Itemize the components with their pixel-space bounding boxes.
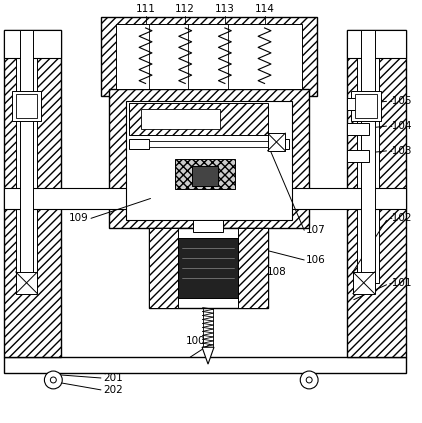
Bar: [193, 220, 223, 232]
Bar: [268, 133, 285, 151]
Text: 109: 109: [69, 213, 89, 223]
Text: -103: -103: [389, 146, 412, 156]
Bar: [347, 150, 369, 162]
Bar: [16, 94, 38, 118]
Bar: [353, 272, 375, 294]
Bar: [347, 98, 369, 110]
Text: 100: 100: [185, 336, 205, 346]
Bar: [347, 123, 369, 135]
Bar: [101, 17, 317, 96]
Text: 111: 111: [135, 4, 155, 14]
Bar: [19, 30, 33, 283]
Text: 107: 107: [306, 225, 326, 235]
Circle shape: [50, 377, 56, 383]
Text: -105: -105: [389, 96, 412, 106]
Bar: [116, 24, 302, 89]
Bar: [355, 94, 376, 118]
Bar: [16, 30, 38, 283]
Text: 113: 113: [215, 4, 235, 14]
Bar: [16, 272, 38, 294]
Bar: [4, 30, 61, 58]
Text: 108: 108: [267, 267, 286, 277]
Circle shape: [44, 371, 62, 389]
Bar: [351, 91, 381, 121]
Bar: [347, 30, 406, 58]
Bar: [357, 30, 379, 283]
Bar: [192, 166, 218, 186]
Polygon shape: [202, 347, 214, 364]
Bar: [126, 102, 292, 220]
Bar: [270, 139, 289, 149]
Text: 106: 106: [306, 255, 326, 265]
Bar: [109, 89, 309, 228]
Bar: [178, 238, 238, 298]
Text: 114: 114: [254, 4, 274, 14]
Bar: [4, 187, 151, 209]
Bar: [149, 228, 178, 308]
Text: -102: -102: [389, 213, 412, 223]
Bar: [12, 91, 41, 121]
Bar: [4, 357, 406, 373]
Bar: [4, 30, 61, 357]
Bar: [238, 228, 268, 308]
Text: -104: -104: [389, 121, 412, 131]
Text: -101: -101: [389, 278, 412, 288]
Bar: [149, 141, 270, 147]
Bar: [149, 228, 268, 308]
Text: 202: 202: [103, 385, 123, 395]
Bar: [175, 159, 235, 189]
Text: 112: 112: [175, 4, 195, 14]
Bar: [361, 30, 375, 283]
Circle shape: [306, 377, 312, 383]
Bar: [257, 187, 406, 209]
Bar: [129, 103, 268, 135]
Text: 201: 201: [103, 373, 123, 383]
Bar: [129, 139, 149, 149]
Bar: [141, 109, 220, 129]
Bar: [347, 30, 406, 357]
Circle shape: [300, 371, 318, 389]
